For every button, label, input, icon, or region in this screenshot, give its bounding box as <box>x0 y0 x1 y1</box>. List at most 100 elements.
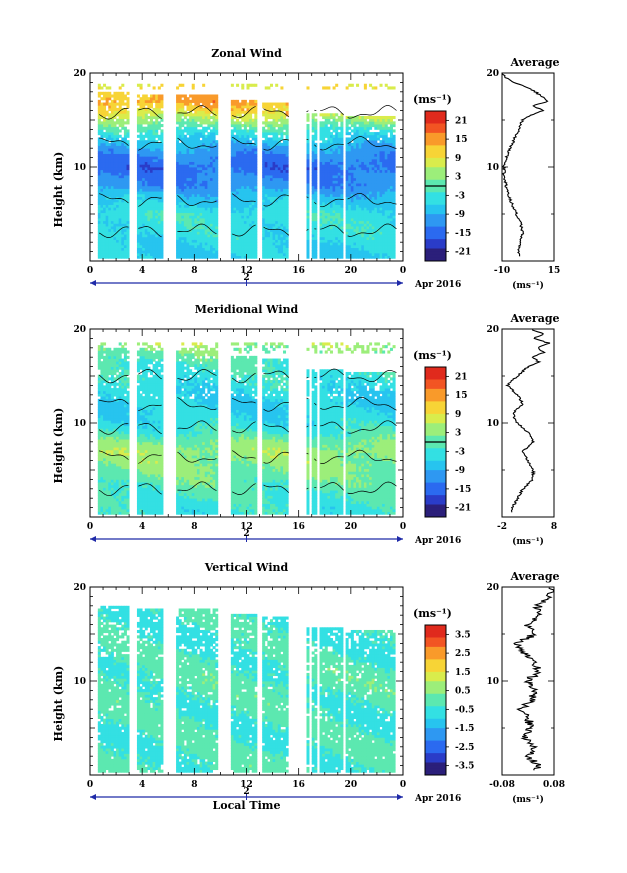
heatmap-cell <box>144 247 148 251</box>
heatmap-cell <box>142 156 146 160</box>
heatmap-cell <box>272 231 276 235</box>
heatmap-cell <box>366 247 370 251</box>
heatmap-cell <box>186 247 190 251</box>
heatmap-cell <box>160 158 164 163</box>
heatmap-cell <box>350 158 354 163</box>
heatmap-cell <box>136 177 140 181</box>
heatmap-cell <box>238 188 242 192</box>
heatmap-cell <box>314 148 318 152</box>
heatmap-cell <box>236 201 240 205</box>
heatmap-cell <box>110 244 114 248</box>
heatmap-cell <box>191 204 195 208</box>
heatmap-cell <box>157 226 161 230</box>
heatmap-cell <box>345 236 349 240</box>
heatmap-cell <box>176 247 180 251</box>
heatmap-cell <box>384 121 388 125</box>
heatmap-cell <box>322 167 326 171</box>
heatmap-cell <box>264 113 268 117</box>
heatmap-cell <box>264 252 268 257</box>
heatmap-cell <box>363 172 367 176</box>
heatmap-cell <box>246 236 250 240</box>
heatmap-cell <box>186 156 190 160</box>
heatmap-cell <box>345 244 349 248</box>
heatmap-cell <box>358 228 362 232</box>
heatmap-cell <box>100 164 104 168</box>
heatmap-cell <box>264 180 268 184</box>
heatmap-cell <box>356 188 360 192</box>
heatmap-cell <box>374 244 378 248</box>
heatmap-cell <box>306 175 310 179</box>
heatmap-cell <box>369 188 373 192</box>
heatmap-cell <box>139 209 143 214</box>
heatmap-cell <box>142 250 146 254</box>
heatmap-cell <box>277 115 281 120</box>
heatmap-cell <box>191 244 195 248</box>
heatmap-cell <box>204 244 208 248</box>
heatmap-cell <box>246 199 250 203</box>
heatmap-cell <box>306 137 310 141</box>
heatmap-cell <box>361 250 365 254</box>
heatmap-cell <box>374 215 378 219</box>
heatmap-cell <box>314 126 318 130</box>
heatmap-cell <box>337 193 341 197</box>
heatmap-cell <box>376 244 380 248</box>
heatmap-cell <box>199 177 203 181</box>
heatmap-cell <box>123 156 127 160</box>
heatmap-cell <box>118 193 122 197</box>
heatmap-cell <box>204 158 208 163</box>
heatmap-cell <box>236 99 240 103</box>
heatmap-cell <box>157 86 161 90</box>
heatmap-cell <box>382 175 386 179</box>
heatmap-cell <box>363 121 367 125</box>
heatmap-cell <box>251 183 255 187</box>
heatmap-cell <box>369 167 373 171</box>
heatmap-cell <box>335 180 339 184</box>
heatmap-cell <box>379 118 383 122</box>
heatmap-cell <box>311 140 315 144</box>
heatmap-cell <box>327 169 331 173</box>
heatmap-cell <box>118 86 122 90</box>
heatmap-cell <box>353 226 357 230</box>
heatmap-cell <box>142 107 146 111</box>
heatmap-cell <box>108 156 112 160</box>
heatmap-cell <box>215 115 219 120</box>
heatmap-cell <box>374 226 378 230</box>
heatmap-cell <box>384 193 388 197</box>
heatmap-cell <box>121 121 125 125</box>
heatmap-cell <box>329 124 333 128</box>
heatmap-cell <box>157 247 161 251</box>
heatmap-cell <box>176 226 180 230</box>
heatmap-cell <box>254 175 258 179</box>
heatmap-cell <box>215 118 219 122</box>
heatmap-cell <box>238 137 242 141</box>
heatmap-cell <box>194 247 198 251</box>
heatmap-cell <box>110 158 114 163</box>
heatmap-cell <box>186 172 190 176</box>
heatmap-cell <box>157 218 161 222</box>
heatmap-cell <box>264 172 268 176</box>
heatmap-cell <box>103 185 107 189</box>
heatmap-cell <box>207 180 211 184</box>
heatmap-cell <box>202 228 206 232</box>
heatmap-cell <box>249 236 253 240</box>
heatmap-cell <box>202 193 206 197</box>
heatmap-cell <box>118 239 122 243</box>
heatmap-cell <box>183 97 187 101</box>
heatmap-cell <box>358 204 362 208</box>
heatmap-cell <box>324 175 328 179</box>
heatmap-cell <box>277 180 281 184</box>
heatmap-cell <box>113 137 117 141</box>
heatmap-cell <box>236 110 240 114</box>
heatmap-cell <box>204 161 208 165</box>
heatmap-cell <box>176 223 180 227</box>
heatmap-cell <box>123 188 127 192</box>
heatmap-cell <box>155 99 159 103</box>
heatmap-cell <box>126 247 130 251</box>
heatmap-cell <box>251 132 255 136</box>
heatmap-cell <box>215 255 219 259</box>
heatmap-cell <box>149 145 153 149</box>
heatmap-cell <box>199 215 203 219</box>
heatmap-cell <box>272 207 276 211</box>
heatmap-cell <box>176 145 180 149</box>
heatmap-cell <box>277 172 281 176</box>
